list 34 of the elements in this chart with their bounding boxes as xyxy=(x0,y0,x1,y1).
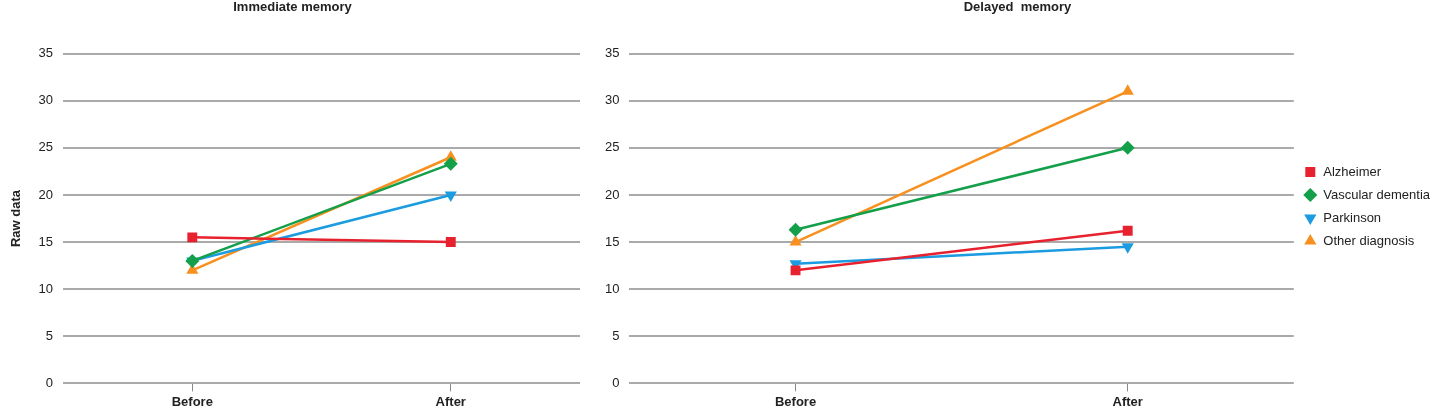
y-tick-label: 5 xyxy=(612,327,620,343)
point xyxy=(443,156,458,171)
y-tick-label: 10 xyxy=(604,280,620,296)
chart-title: Immediate memory xyxy=(233,0,353,15)
legend-label: Other diagnosis xyxy=(1323,232,1415,248)
point xyxy=(445,237,456,248)
point xyxy=(1120,140,1135,155)
y-tick-label: 5 xyxy=(45,327,54,343)
y-tick-label: 25 xyxy=(38,139,54,155)
y-tick-label: 10 xyxy=(38,280,54,296)
y-tick-label: 20 xyxy=(38,186,54,202)
x-tick-label: Before xyxy=(774,393,817,409)
y-tick-label: 0 xyxy=(45,374,54,390)
y-axis-title: Raw data xyxy=(8,189,24,248)
x-tick-label: After xyxy=(435,393,466,409)
x-tick-label: After xyxy=(1112,393,1143,409)
chart-title: Delayed memory xyxy=(963,0,1073,15)
point xyxy=(185,253,200,268)
legend-label: Vascular dementia xyxy=(1323,186,1431,202)
point xyxy=(1122,225,1133,236)
y-tick-label: 35 xyxy=(38,45,54,61)
y-tick-label: 15 xyxy=(38,233,54,249)
y-tick-label: 15 xyxy=(604,233,620,249)
legend-label: Parkinson xyxy=(1323,209,1382,225)
y-tick-label: 20 xyxy=(604,186,620,202)
x-tick-label: Before xyxy=(171,393,213,409)
y-tick-label: 0 xyxy=(612,374,620,390)
y-tick-label: 35 xyxy=(604,45,620,61)
point xyxy=(788,222,803,237)
point xyxy=(187,232,198,243)
y-tick-label: 30 xyxy=(38,92,54,108)
y-tick-label: 25 xyxy=(604,139,620,155)
legend-label: Alzheimer xyxy=(1323,163,1382,179)
y-tick-label: 30 xyxy=(604,92,620,108)
